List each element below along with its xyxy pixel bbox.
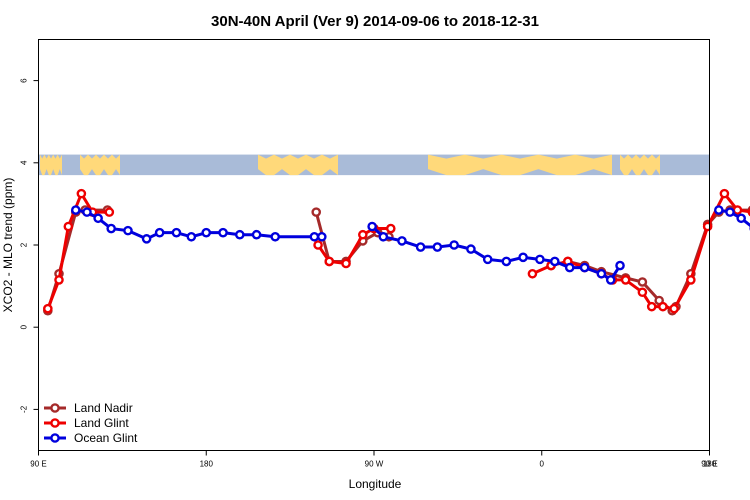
- series-2-point-1-5: [449, 240, 459, 250]
- x-tick-label-1: 180: [200, 460, 214, 469]
- series-2-line-0: [75, 208, 322, 241]
- series-2-point-0-3: [106, 223, 116, 234]
- series-1-point-2-10: [669, 303, 679, 314]
- series-2-point-0-10: [218, 227, 228, 238]
- series-2-point-0-15: [317, 231, 327, 242]
- series-1-point-2-9: [658, 301, 668, 312]
- map-land-0: [40, 154, 62, 176]
- series-2-point-1-0: [367, 221, 377, 232]
- series-1-point-1-3: [358, 229, 368, 240]
- series-2-point-1-16: [615, 260, 625, 271]
- series-2-point-1-3: [415, 242, 426, 252]
- y-tick-label-2: 2: [20, 242, 29, 247]
- series-2-point-2-2: [736, 213, 746, 224]
- series-1-point-2-11: [686, 275, 696, 285]
- series-2-point-0-13: [270, 231, 281, 242]
- series-1-point-2-12: [702, 221, 713, 232]
- series-2-point-2-1: [725, 207, 735, 217]
- series-2-point-0-6: [154, 227, 165, 238]
- series-2-point-0-7: [171, 227, 182, 238]
- x-tick-label-4: 90 E: [701, 460, 717, 469]
- x-tick-label-2: 90 W: [365, 460, 384, 469]
- series-2-point-0-2: [93, 213, 103, 224]
- legend-label-0: Land Nadir: [74, 401, 133, 415]
- series-0-point-2-5: [637, 277, 648, 287]
- y-tick-label-4: 6: [20, 78, 29, 83]
- series-2-point-0-8: [186, 231, 197, 242]
- y-axis-label: XCO2 - MLO trend (ppm): [1, 178, 15, 313]
- legend-marker-1: [50, 418, 60, 428]
- map-land-3: [428, 154, 612, 176]
- series-1-point-2-8: [646, 301, 657, 312]
- map-land-4: [620, 154, 660, 176]
- series-2-point-1-9: [518, 252, 528, 263]
- series-1-point-1-5: [385, 223, 396, 234]
- series-2-point-1-1: [378, 231, 389, 242]
- legend-label-2: Ocean Glint: [74, 431, 138, 445]
- series-2-point-0-14: [309, 231, 320, 242]
- y-tick-label-3: 4: [20, 160, 29, 165]
- series-2-line-2: [718, 208, 750, 228]
- map-land-2: [258, 154, 338, 176]
- chart-title: 30N-40N April (Ver 9) 2014-09-06 to 2018…: [211, 13, 539, 30]
- series-1-point-2-13: [719, 188, 730, 199]
- series-1: [43, 188, 750, 314]
- series-2-point-1-15: [605, 275, 616, 285]
- series-2-point-1-7: [482, 254, 493, 265]
- series-2-point-1-4: [432, 242, 443, 252]
- series-1-point-1-2: [341, 258, 351, 269]
- series-2-point-1-2: [397, 236, 407, 246]
- legend-marker-2: [50, 433, 60, 443]
- series-1-point-0-1: [54, 275, 64, 285]
- series-1-point-2-14: [732, 205, 743, 215]
- series-1-point-2-7: [637, 287, 648, 298]
- x-tick-label-3: 0: [540, 460, 545, 469]
- series-2-point-0-1: [82, 207, 92, 217]
- series-2-point-1-6: [466, 244, 476, 254]
- series-0: [43, 205, 750, 316]
- series-2-point-1-12: [564, 262, 575, 273]
- series-2-point-0-9: [201, 227, 212, 238]
- series-2-point-0-11: [234, 229, 245, 240]
- series-1-point-0-3: [76, 188, 87, 199]
- series-2-point-1-11: [550, 256, 560, 267]
- series-1-point-2-6: [620, 275, 631, 285]
- series-0-line-0: [46, 208, 108, 312]
- plot-frame: [38, 39, 710, 451]
- series-2-point-0-5: [141, 234, 152, 244]
- series-1-point-0-2: [63, 221, 74, 232]
- legend-marker-0: [50, 403, 60, 413]
- series-1-point-0-5: [104, 207, 115, 217]
- x-axis-label: Longitude: [349, 477, 402, 491]
- legend-label-1: Land Glint: [74, 416, 129, 430]
- series-2-point-2-0: [714, 205, 724, 215]
- series-1-point-2-0: [527, 268, 538, 279]
- series-0-line-2: [550, 208, 750, 313]
- series-layer: [43, 188, 750, 316]
- series-2-point-0-0: [70, 205, 81, 215]
- series-1-point-1-0: [313, 240, 323, 250]
- series-2-point-0-12: [251, 229, 262, 240]
- map-band: [38, 154, 710, 176]
- series-2: [70, 205, 750, 285]
- x-tick-label-5: 180: [703, 460, 717, 469]
- series-2-point-1-14: [596, 268, 607, 279]
- map-land-1: [80, 154, 120, 176]
- series-2-point-0-4: [123, 225, 133, 236]
- series-2-point-1-10: [535, 254, 545, 265]
- series-1-point-1-1: [324, 256, 335, 267]
- x-tick-label-0: 90 E: [30, 460, 46, 469]
- y-tick-label-1: 0: [20, 324, 29, 329]
- series-0-point-1-0: [311, 207, 322, 217]
- series-1-point-0-0: [43, 303, 53, 314]
- series-2-point-1-13: [579, 262, 590, 273]
- y-tick-label-0: -2: [20, 405, 29, 413]
- series-2-point-1-8: [501, 256, 512, 267]
